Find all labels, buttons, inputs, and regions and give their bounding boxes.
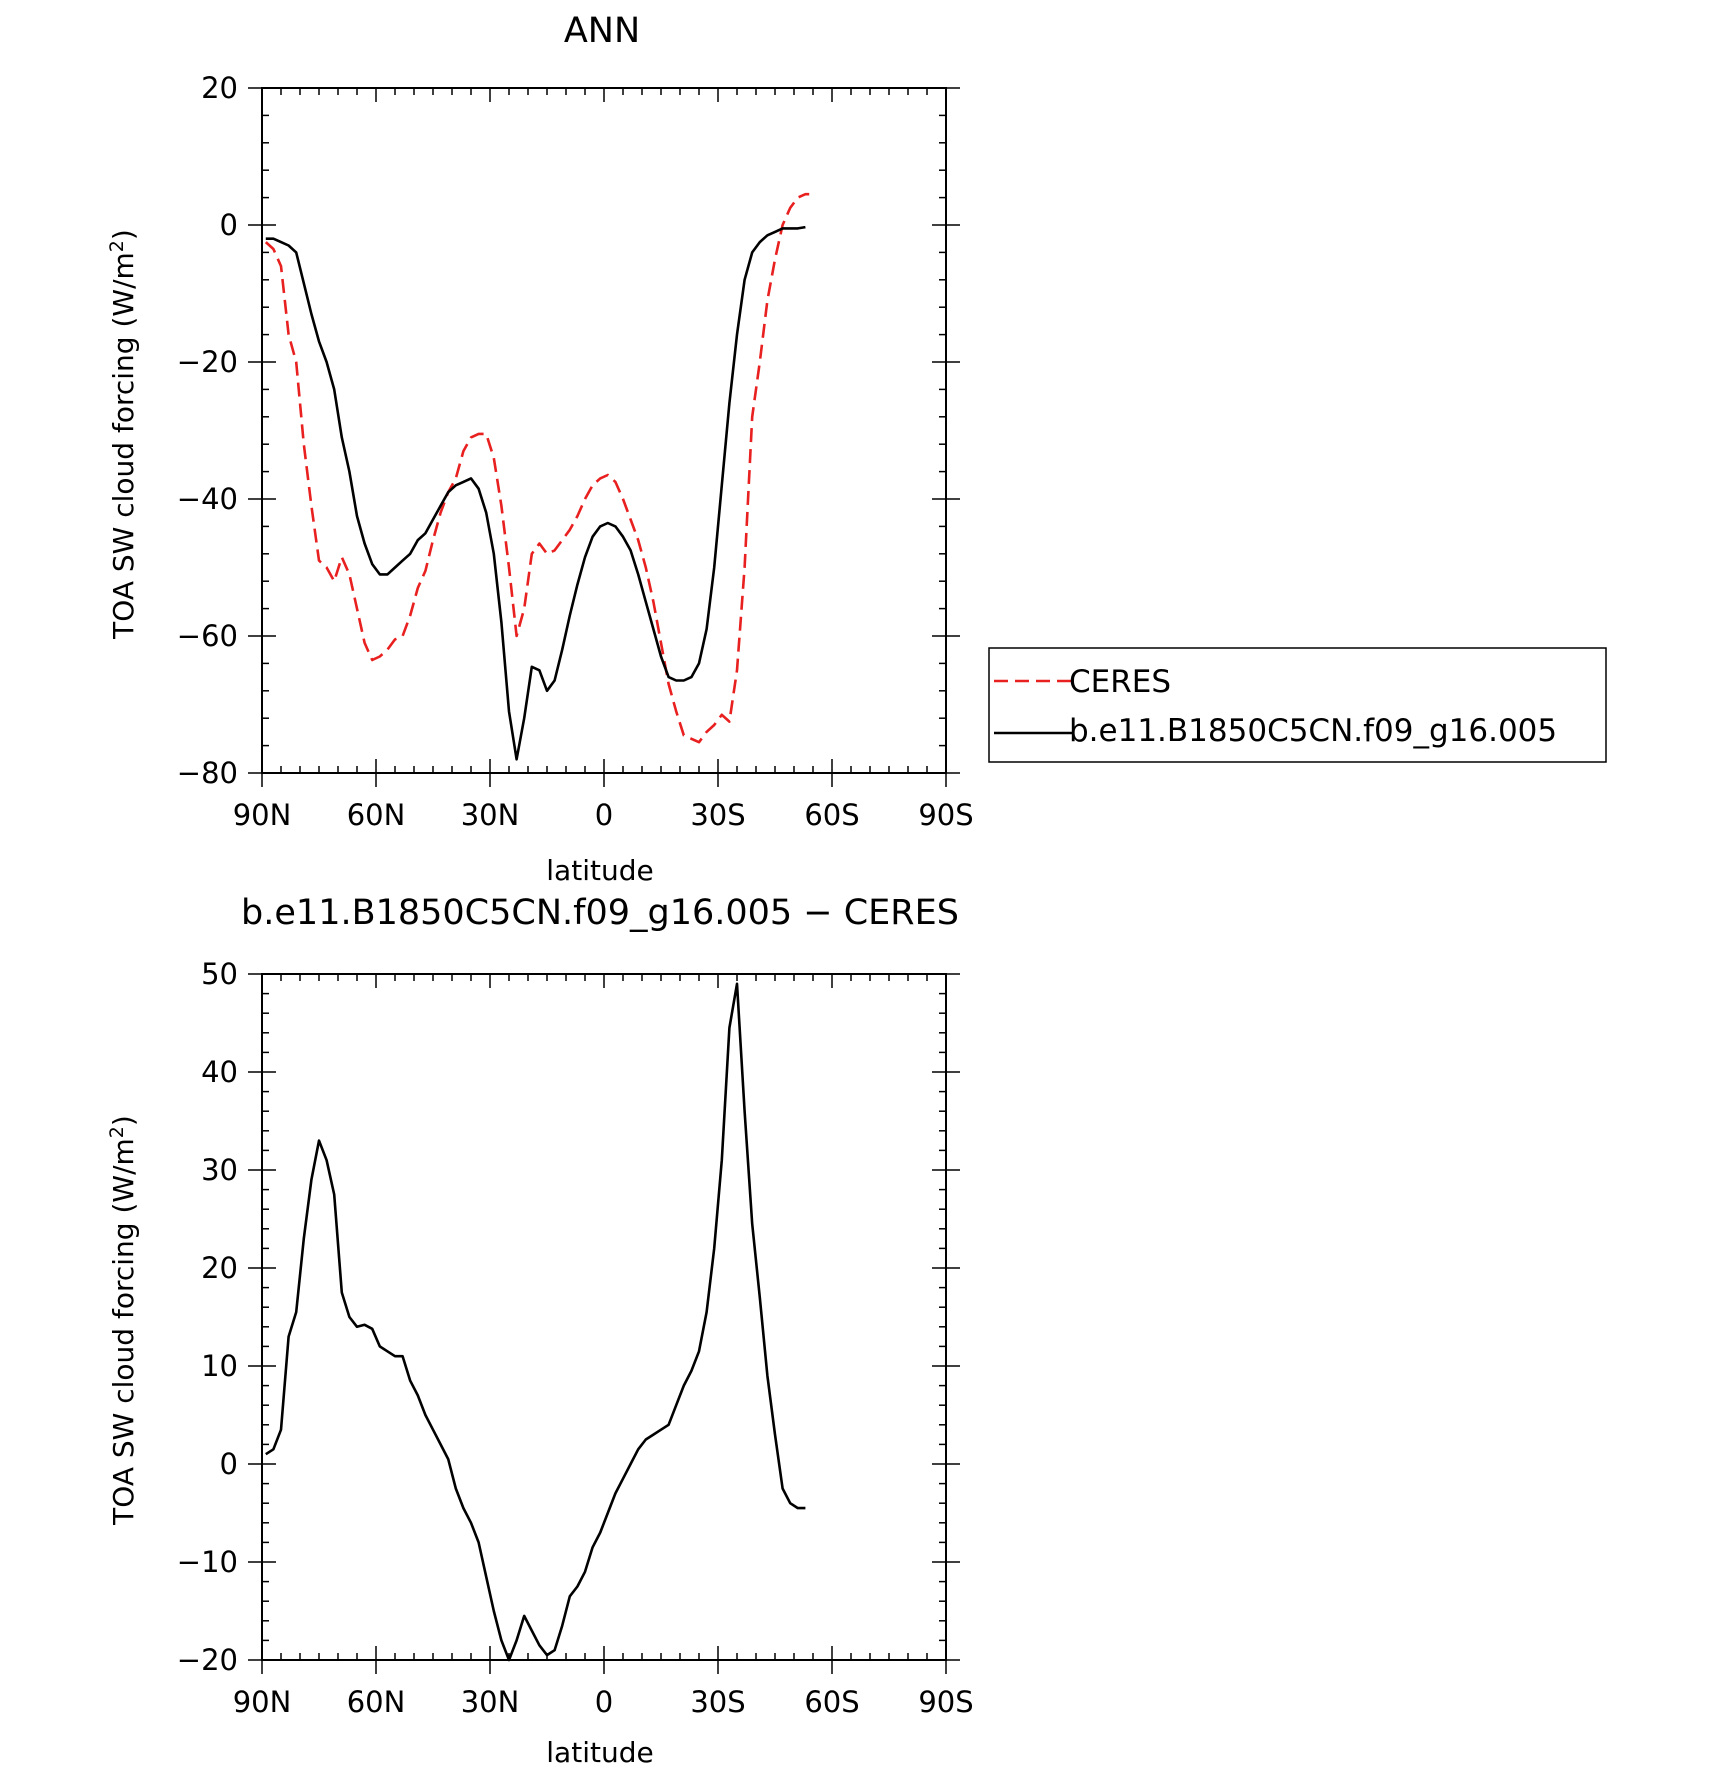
panel-bottom-y-tick-label: −10 (177, 1545, 238, 1579)
panel-top-y-axis-label-close: ) (107, 229, 140, 240)
legend-label-model: b.e11.B1850C5CN.f09_g16.005 (1069, 713, 1557, 749)
panel-top-x-tick-label: 0 (595, 798, 613, 832)
panel-bottom-y-tick-label: 0 (220, 1447, 238, 1481)
legend: CERES b.e11.B1850C5CN.f09_g16.005 (988, 647, 1607, 763)
panel-top-x-tick-label: 30S (690, 798, 745, 832)
panel-bottom-x-tick-label: 90N (233, 1685, 292, 1719)
panel-bottom-x-axis-label: latitude (546, 1736, 653, 1769)
panel-bottom-x-tick-label: 60S (804, 1685, 859, 1719)
panel-top-x-tick-label: 60S (804, 798, 859, 832)
panel-bottom-x-tick-label: 0 (595, 1685, 613, 1719)
panel-top-plot-area: 90N 60N 30N 0 30S 60S 90S 20 0 −20 −40 −60 −80 (177, 71, 974, 832)
panel-top: ANN 90N 60N 30N 0 30S 60S 90S 20 0 −20 −40 −60 −80 l… (106, 11, 1607, 887)
panel-bottom-y-tick-label: −20 (177, 1643, 238, 1677)
panel-top-y-tick-label: 20 (201, 71, 238, 105)
panel-top-x-tick-label: 90N (233, 798, 292, 832)
panel-bottom-y-tick-label: 30 (201, 1153, 238, 1187)
panel-bottom-y-axis-label-main: TOA SW cloud forcing (W/m (107, 1138, 140, 1526)
panel-top-x-tick-label: 90S (918, 798, 973, 832)
panel-bottom-title: b.e11.B1850C5CN.f09_g16.005 − CERES (241, 893, 959, 933)
panel-top-x-axis-label: latitude (546, 854, 653, 887)
panel-top-y-tick-label: −20 (177, 345, 238, 379)
panel-top-y-axis-label-main: TOA SW cloud forcing (W/m (107, 252, 140, 640)
panel-bottom-y-tick-label: 20 (201, 1251, 238, 1285)
panel-top-title: ANN (564, 11, 640, 51)
legend-label-ceres: CERES (1069, 664, 1171, 700)
panel-top-y-tick-label: 0 (220, 208, 238, 242)
legend-box (988, 647, 1607, 763)
panel-bottom-plot-area: 90N 60N 30N 0 30S 60S 90S 50 40 30 20 10 0 −10 −20 (177, 957, 974, 1719)
panel-bottom-y-tick-label: 40 (201, 1055, 238, 1089)
panel-top-y-axis-label-superscript: 2 (106, 240, 128, 252)
panel-bottom-x-tick-label: 90S (918, 1685, 973, 1719)
panel-top-y-tick-label: −60 (177, 619, 238, 653)
panel-bottom-x-tick-label: 60N (347, 1685, 406, 1719)
panel-top-y-axis-label: TOA SW cloud forcing (W/m2) (106, 229, 140, 640)
panel-bottom-y-tick-label: 10 (201, 1349, 238, 1383)
panel-top-x-tick-label: 60N (347, 798, 406, 832)
panel-bottom-y-tick-label: 50 (201, 957, 238, 991)
panel-top-y-tick-label: −40 (177, 482, 238, 516)
panel-top-series-model-line (265, 225, 806, 761)
panel-bottom-x-tick-label: 30S (690, 1685, 745, 1719)
panel-bottom: b.e11.B1850C5CN.f09_g16.005 − CERES 90N 6… (106, 893, 974, 1769)
panel-top-series-ceres-line (264, 192, 810, 744)
panel-bottom-frame (261, 973, 947, 1661)
panel-top-frame (261, 87, 947, 774)
panel-top-x-tick-label: 30N (461, 798, 520, 832)
panel-bottom-series-model-line (265, 982, 806, 1662)
panel-top-y-tick-label: −80 (177, 756, 238, 790)
panel-bottom-y-axis-label: TOA SW cloud forcing (W/m2) (106, 1115, 140, 1526)
panel-bottom-x-tick-label: 30N (461, 1685, 520, 1719)
panel-bottom-y-axis-label-close: ) (107, 1115, 140, 1126)
panel-bottom-y-axis-label-superscript: 2 (106, 1126, 128, 1138)
